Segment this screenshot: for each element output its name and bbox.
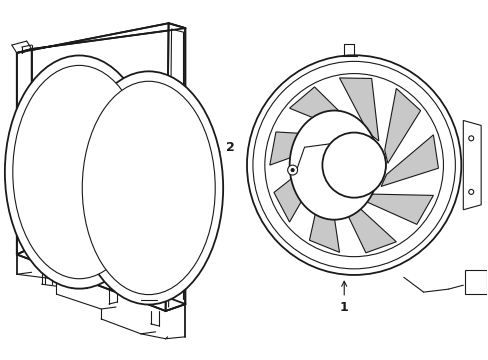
Text: 1: 1 (339, 281, 348, 314)
Polygon shape (464, 270, 486, 294)
Text: 2: 2 (199, 141, 234, 161)
Ellipse shape (322, 132, 385, 198)
Polygon shape (339, 78, 378, 141)
Polygon shape (309, 179, 339, 252)
Ellipse shape (289, 111, 378, 220)
Ellipse shape (252, 61, 454, 269)
Ellipse shape (290, 168, 293, 172)
Polygon shape (380, 135, 438, 186)
Polygon shape (361, 194, 432, 224)
Polygon shape (338, 197, 395, 253)
Ellipse shape (264, 73, 443, 257)
Ellipse shape (322, 132, 385, 198)
Ellipse shape (468, 136, 473, 141)
Ellipse shape (287, 165, 297, 175)
Polygon shape (269, 132, 335, 165)
Polygon shape (17, 49, 32, 255)
Ellipse shape (246, 55, 460, 275)
Polygon shape (289, 87, 358, 131)
Polygon shape (165, 23, 185, 311)
Ellipse shape (82, 81, 215, 294)
Ellipse shape (468, 189, 473, 194)
Polygon shape (273, 155, 321, 222)
Polygon shape (462, 121, 480, 210)
Ellipse shape (5, 55, 153, 289)
Polygon shape (17, 23, 185, 53)
Ellipse shape (74, 71, 223, 305)
Polygon shape (384, 89, 420, 163)
Polygon shape (17, 247, 185, 311)
Ellipse shape (13, 66, 145, 279)
